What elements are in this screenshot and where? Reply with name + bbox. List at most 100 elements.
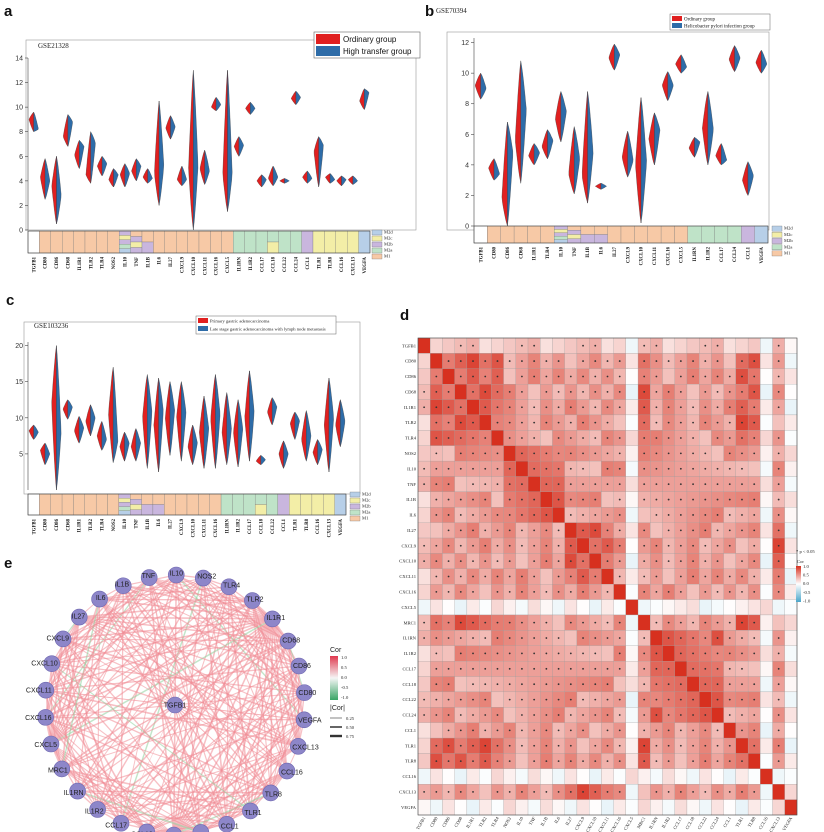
heatmap-cell (552, 337, 565, 354)
significance-star (704, 544, 707, 547)
heatmap-cell (625, 691, 639, 708)
significance-star (508, 390, 511, 393)
network-edge (99, 598, 253, 602)
significance-star (655, 421, 658, 424)
significance-star (594, 652, 597, 655)
significance-star (728, 590, 731, 593)
significance-star (679, 544, 682, 547)
heatmap-cell (784, 460, 798, 477)
significance-star (423, 483, 426, 486)
significance-star (741, 529, 743, 532)
violin-right-tgfb1 (480, 73, 487, 100)
significance-star (435, 467, 438, 470)
heatmap-cell (650, 630, 663, 646)
significance-star (423, 698, 426, 701)
heatmap-cell (491, 799, 504, 816)
significance-star (447, 698, 450, 701)
significance-star (716, 467, 719, 470)
significance-star (667, 637, 670, 639)
abs-cor-entries: 0.250.500.75 (330, 716, 355, 739)
significance-star (459, 406, 462, 409)
significance-star (716, 560, 719, 563)
violin-right-cxcl9 (181, 381, 187, 462)
violin-right-il6 (158, 100, 164, 206)
heatmap-cell (625, 768, 639, 785)
heatmap-cell (625, 661, 639, 677)
violin-left-vegfa (755, 49, 762, 74)
significance-star (777, 375, 780, 378)
network-node-label-cxcl11: CXCL11 (26, 687, 52, 694)
network-edge (62, 638, 305, 721)
significance-star (777, 406, 780, 409)
significance-star (704, 575, 707, 578)
dataset-label: GSE103236 (34, 322, 69, 330)
significance-star (716, 544, 719, 547)
heatmap-cell (637, 784, 651, 800)
category-cell-il10 (118, 510, 131, 516)
significance-star (655, 590, 658, 593)
gene-label-il1r2: IL1R2 (249, 256, 254, 270)
significance-star (716, 729, 719, 732)
heatmap-cell (625, 707, 639, 723)
network-edge (61, 704, 176, 770)
significance-star (569, 667, 572, 670)
network-edges (44, 574, 306, 832)
significance-star (728, 406, 731, 409)
gene-label-il1b: IL1B (586, 246, 591, 257)
row-label-cd80: CD80 (405, 359, 417, 364)
violin-left-cxcl9 (176, 381, 182, 462)
significance-star (594, 498, 597, 501)
significance-star (704, 514, 707, 516)
heatmap-cell (625, 599, 639, 616)
col-label-tlr2: TLR2 (478, 815, 488, 828)
heatmap-cell (417, 737, 431, 754)
gene-label-il27: IL27 (169, 256, 174, 266)
heatmap-cell (760, 568, 773, 585)
heatmap-cell (662, 599, 675, 616)
significance-star (569, 575, 572, 578)
col-label-vegfa: VEGFA (781, 815, 793, 831)
violin-right-ccl17 (721, 143, 727, 166)
col-label-ccl18: CCL18 (684, 815, 695, 830)
significance-star (533, 514, 536, 516)
category-cell-il1r1 (527, 225, 541, 244)
heatmap-cell (674, 753, 688, 769)
violin-left-vegfa (359, 88, 365, 111)
significance-star (545, 729, 548, 732)
significance-star (728, 390, 731, 393)
significance-star (594, 390, 597, 393)
significance-star (521, 498, 523, 501)
heatmap-cell (515, 599, 529, 616)
significance-star (728, 514, 731, 516)
violin-left-ccl24 (729, 45, 735, 72)
category-cell-il10 (119, 235, 131, 240)
significance-star (716, 406, 719, 409)
category-cell-il6 (152, 493, 165, 505)
network-edge (177, 770, 288, 832)
significance-star (655, 744, 658, 747)
significance-star (447, 744, 450, 747)
heatmap-cell (674, 661, 688, 677)
significance-star (496, 714, 499, 716)
row-label-tgfb1: TGFB1 (402, 343, 417, 348)
significance-star (692, 467, 694, 470)
heatmap-cell (576, 599, 590, 616)
significance-star (582, 529, 584, 532)
significance-star (557, 714, 560, 716)
gene-label-cxcl11: CXCL11 (203, 518, 208, 537)
violin-left-tnf (131, 158, 137, 182)
network-node-label-mrc1: MRC1 (48, 767, 68, 774)
significance-star (447, 729, 450, 732)
heatmap-cell (479, 799, 492, 816)
violin-right-tlr4 (101, 156, 107, 176)
significance-star (594, 483, 597, 486)
violin-right-tlr4 (101, 420, 107, 451)
violin-right-il1r1 (533, 143, 540, 166)
category-cell-cxcl9 (176, 230, 188, 254)
violin-left-cxcl11 (199, 395, 205, 469)
significance-star (521, 729, 523, 732)
category-cell-cxcl16 (210, 230, 222, 254)
heatmap-cell (735, 599, 749, 616)
significance-star (728, 544, 731, 547)
gene-label-cxcl11: CXCL11 (653, 246, 658, 265)
